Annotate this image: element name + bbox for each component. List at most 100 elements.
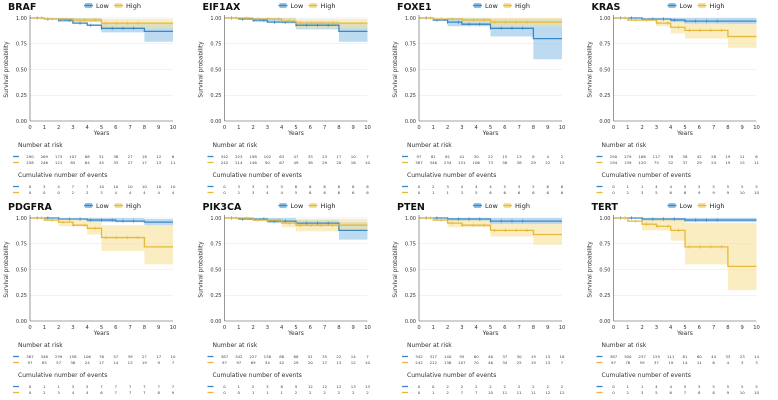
legend-label-high: High xyxy=(710,2,725,10)
x-tick-label: 5 xyxy=(100,125,103,131)
x-tick-label: 7 xyxy=(323,325,326,331)
at-risk-value: 51 xyxy=(99,154,104,159)
legend-label-high: High xyxy=(515,2,530,10)
event-value: 9 xyxy=(172,390,175,395)
at-risk-value: 60 xyxy=(474,354,479,359)
legend-label-low: Low xyxy=(485,2,498,10)
legend: Low High xyxy=(667,202,724,210)
event-value: 3 xyxy=(252,184,255,189)
event-value: 12 xyxy=(560,390,565,395)
event-value: 12 xyxy=(308,384,313,389)
x-tick-label: 5 xyxy=(294,125,297,131)
survival-line-low xyxy=(419,17,562,40)
event-value: 2 xyxy=(518,384,521,389)
x-tick-label: 3 xyxy=(655,325,658,331)
at-risk-value: 342 xyxy=(235,354,243,359)
legend: Low High xyxy=(84,202,141,210)
at-risk-value: 7 xyxy=(561,360,564,365)
at-risk-value: 45 xyxy=(99,160,104,165)
x-tick-label: 9 xyxy=(546,125,549,131)
at-risk-value: 290 xyxy=(610,154,618,159)
at-risk-value: 242 xyxy=(415,360,423,365)
x-axis-label: Years xyxy=(287,130,304,137)
y-tick-label: 0.00 xyxy=(599,319,610,325)
at-risk-value: 81 xyxy=(431,154,436,159)
x-tick-label: 6 xyxy=(114,125,117,131)
x-tick-label: 2 xyxy=(640,325,643,331)
at-risk-value: 59 xyxy=(640,360,645,365)
event-value: 6 xyxy=(504,190,507,195)
x-tick-label: 1 xyxy=(43,325,46,331)
at-risk-value: 81 xyxy=(683,354,688,359)
event-value: 2 xyxy=(72,190,75,195)
event-value: 5 xyxy=(684,184,687,189)
event-value: 5 xyxy=(755,184,758,189)
event-value: 10 xyxy=(488,390,493,395)
x-tick-label: 1 xyxy=(432,325,435,331)
at-risk-value: 46 xyxy=(488,360,493,365)
event-value: 2 xyxy=(43,390,46,395)
at-risk-value: 6 xyxy=(172,154,175,159)
x-tick-label: 8 xyxy=(726,125,729,131)
event-value: 10 xyxy=(142,184,147,189)
at-risk-value: 19 xyxy=(668,360,673,365)
event-value: 2 xyxy=(338,390,341,395)
event-value: 2 xyxy=(323,390,326,395)
survival-line-high xyxy=(613,17,757,38)
x-tick-label: 8 xyxy=(337,325,340,331)
event-value: 8 xyxy=(157,390,160,395)
x-tick-label: 0 xyxy=(612,125,615,131)
at-risk-title: Number at risk xyxy=(602,342,647,349)
event-value: 0 xyxy=(418,184,421,189)
event-value: 7 xyxy=(72,184,75,189)
at-risk-value: 47 xyxy=(294,154,299,159)
legend: Low High xyxy=(473,2,530,10)
y-axis-label: Survival probability xyxy=(4,241,10,298)
event-value: 6 xyxy=(518,190,521,195)
at-risk-value: 22 xyxy=(336,354,341,359)
event-value: 3 xyxy=(461,190,464,195)
event-value: 2 xyxy=(252,384,255,389)
x-tick-label: 10 xyxy=(559,325,566,331)
at-risk-value: 28 xyxy=(711,154,716,159)
legend-label-high: High xyxy=(126,202,141,210)
at-risk-value: 44 xyxy=(711,354,716,359)
event-value: 5 xyxy=(712,184,715,189)
at-risk-value: 78 xyxy=(668,154,673,159)
x-tick-label: 0 xyxy=(28,325,31,331)
event-value: 6 xyxy=(532,190,535,195)
event-value: 4 xyxy=(669,384,672,389)
at-risk-value: 342 xyxy=(415,354,423,359)
event-value: 6 xyxy=(366,190,369,195)
at-risk-value: 237 xyxy=(638,354,646,359)
x-tick-label: 2 xyxy=(446,325,449,331)
event-value: 6 xyxy=(489,190,492,195)
x-tick-label: 0 xyxy=(417,125,420,131)
at-risk-value: 68 xyxy=(294,354,299,359)
x-axis-label: Years xyxy=(482,130,499,137)
event-value: 11 xyxy=(531,390,536,395)
y-tick-label: 0.50 xyxy=(405,67,416,73)
at-risk-value: 234 xyxy=(444,160,452,165)
x-tick-label: 8 xyxy=(143,125,146,131)
x-tick-label: 5 xyxy=(100,325,103,331)
event-value: 6 xyxy=(338,190,341,195)
event-value: 2 xyxy=(446,384,449,389)
event-value: 4 xyxy=(57,184,60,189)
event-value: 4 xyxy=(143,190,146,195)
at-risk-value: 15 xyxy=(560,160,565,165)
y-tick-label: 1.00 xyxy=(405,16,416,22)
at-risk-value: 17 xyxy=(322,360,327,365)
at-risk-value: 239 xyxy=(55,354,63,359)
event-value: 1 xyxy=(280,390,283,395)
panel-title: FOXE1 xyxy=(397,2,432,13)
at-risk-value: 24 xyxy=(711,160,716,165)
legend-label-low: Low xyxy=(96,2,109,10)
legend-label-low: Low xyxy=(680,202,693,210)
at-risk-value: 212 xyxy=(430,360,438,365)
event-value: 0 xyxy=(238,390,241,395)
